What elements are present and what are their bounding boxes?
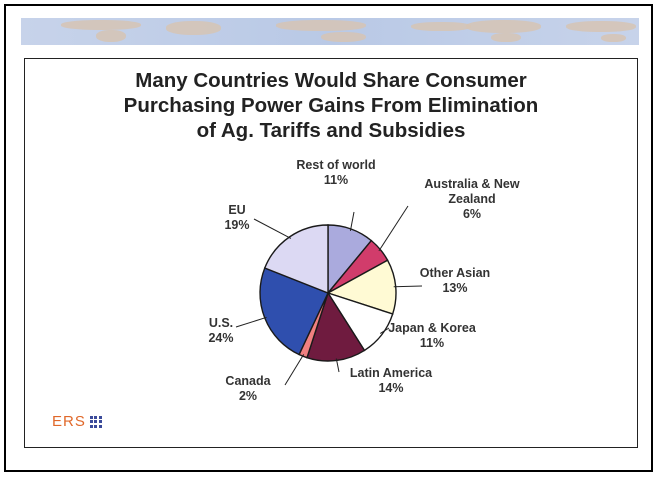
- leader-line: [349, 211, 355, 231]
- leader-line: [284, 354, 305, 386]
- slice-name-label: Canada: [225, 374, 271, 388]
- slice-value-label: 19%: [224, 218, 249, 232]
- slice-value-label: 11%: [420, 336, 444, 350]
- pie-slice-eu: [263, 224, 329, 295]
- world-map-banner: [21, 18, 639, 45]
- leader-line: [378, 205, 409, 252]
- logo-dots-icon: [89, 415, 102, 428]
- slice-value-label: 14%: [378, 381, 403, 395]
- slice-name-label: Australia & New: [424, 177, 519, 191]
- title-line-1: Many Countries Would Share Consumer: [135, 69, 527, 92]
- title-line-2: Purchasing Power Gains From Elimination: [123, 94, 539, 117]
- slice-name-label: Rest of world: [296, 158, 375, 172]
- slice-name-label: Japan & Korea: [388, 321, 477, 335]
- leader-line: [379, 327, 390, 334]
- leader-line: [253, 218, 292, 239]
- slice-name-label: Other Asian: [420, 266, 490, 280]
- leader-line: [335, 358, 340, 373]
- leader-line: [235, 316, 267, 328]
- slice-name-label: Latin America: [350, 366, 433, 380]
- logo-text: ERS: [52, 413, 86, 430]
- slice-name-label: EU: [228, 203, 245, 217]
- ers-logo: ERS: [52, 413, 102, 430]
- leader-line: [393, 285, 423, 288]
- slice-value-label: 13%: [442, 281, 467, 295]
- slice-name-label: U.S.: [209, 316, 233, 330]
- slice-value-label: 11%: [324, 173, 348, 187]
- chart-title: Many Countries Would Share Consumer Purc…: [24, 68, 638, 143]
- slice-value-label: 2%: [239, 389, 257, 403]
- slice-value-label: 24%: [208, 331, 233, 345]
- title-line-3: of Ag. Tariffs and Subsidies: [196, 119, 466, 142]
- slice-value-label: 6%: [463, 207, 481, 221]
- slice-name-label: Zealand: [448, 192, 495, 206]
